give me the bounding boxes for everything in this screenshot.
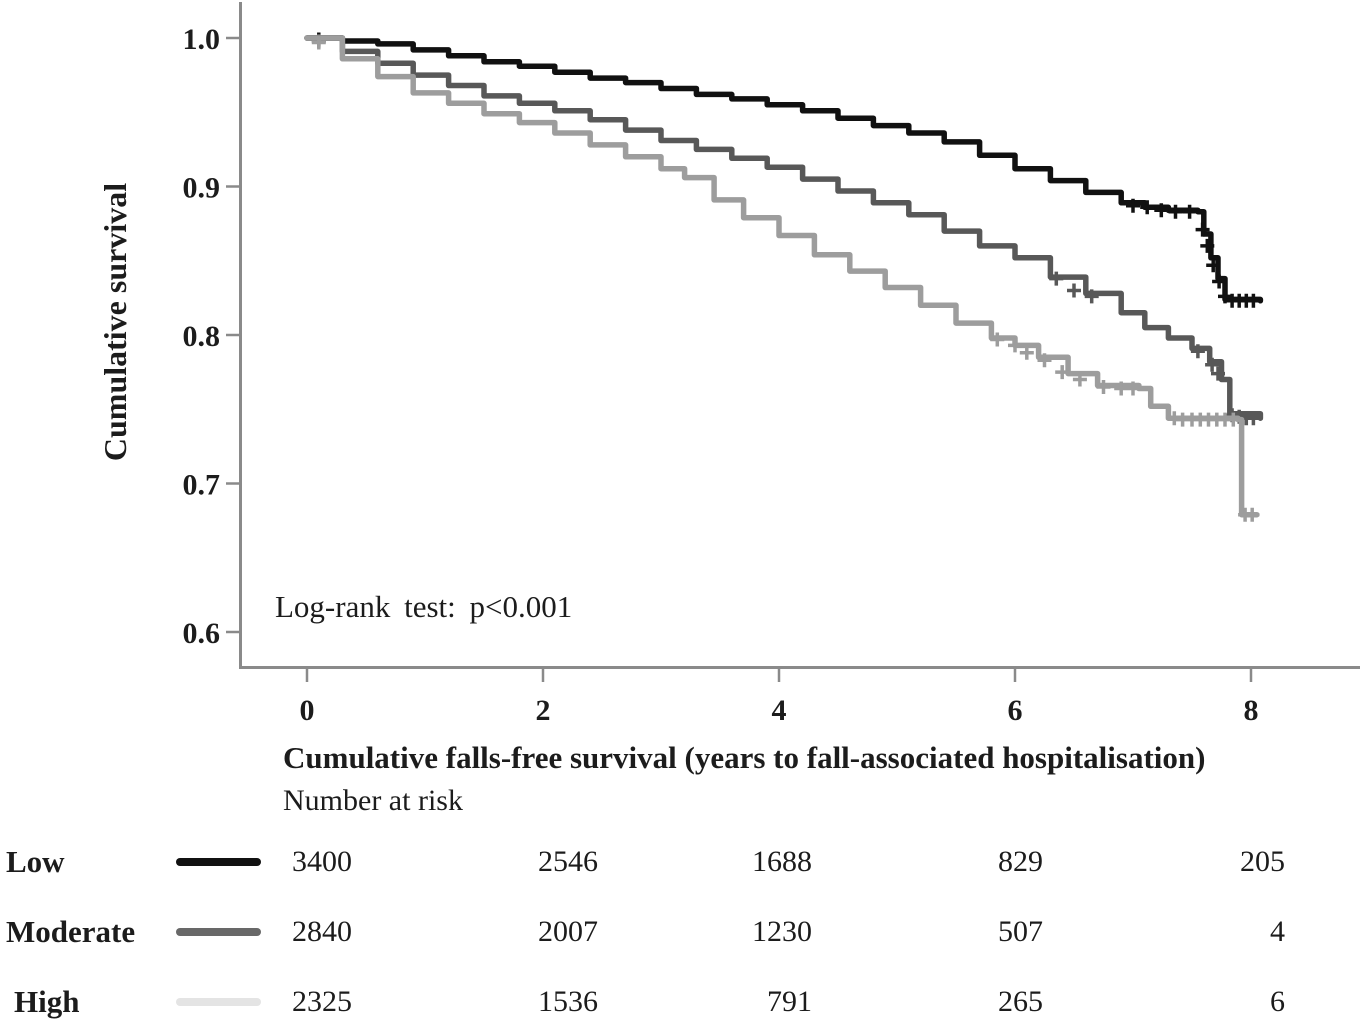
risk-row-moderate: Moderate 2840 2007 1230 507 4 bbox=[0, 912, 1370, 952]
log-rank-annotation: Log-rank test: p<0.001 bbox=[275, 589, 572, 624]
y-axis-ticks bbox=[226, 36, 239, 634]
legend-line-moderate bbox=[176, 928, 261, 936]
risk-row-label: Low bbox=[6, 844, 65, 879]
y-tick-label: 0.7 bbox=[183, 469, 221, 502]
risk-count: 2840 bbox=[292, 915, 352, 948]
legend-line-high bbox=[176, 998, 261, 1006]
series-high-curve bbox=[304, 35, 1260, 518]
risk-count: 205 bbox=[1240, 845, 1285, 878]
legend-line-low bbox=[176, 858, 261, 866]
risk-count: 6 bbox=[1270, 985, 1285, 1018]
x-axis-tick-labels: 0 2 4 6 8 bbox=[300, 694, 1259, 727]
x-tick-label: 8 bbox=[1244, 694, 1259, 727]
risk-row-label: High bbox=[14, 984, 80, 1019]
risk-count: 2546 bbox=[538, 845, 598, 878]
risk-row-label: Moderate bbox=[6, 914, 136, 949]
risk-count: 1230 bbox=[752, 915, 812, 948]
x-axis-ticks bbox=[305, 669, 1253, 682]
risk-count: 2007 bbox=[538, 915, 598, 948]
series-moderate-censor-marks bbox=[311, 34, 1261, 426]
series-high-censor-marks bbox=[311, 35, 1260, 522]
x-axis-title: Cumulative falls-free survival (years to… bbox=[283, 740, 1206, 775]
y-tick-label: 1.0 bbox=[183, 23, 221, 56]
y-tick-label: 0.8 bbox=[183, 320, 221, 353]
y-axis-title: Cumulative survival bbox=[97, 183, 133, 461]
risk-row-low: Low 3400 2546 1688 829 205 bbox=[0, 842, 1370, 882]
x-tick-label: 0 bbox=[300, 694, 315, 727]
y-axis-tick-labels: 1.0 0.9 0.8 0.7 0.6 bbox=[183, 23, 221, 650]
risk-count: 4 bbox=[1270, 915, 1285, 948]
x-tick-label: 2 bbox=[536, 694, 551, 727]
y-tick-label: 0.9 bbox=[183, 172, 221, 205]
series-low-curve bbox=[304, 35, 1264, 304]
risk-count: 829 bbox=[998, 845, 1043, 878]
series-low-censor-marks bbox=[311, 32, 1261, 308]
number-at-risk-header: Number at risk bbox=[283, 784, 463, 817]
survival-plot: 1.0 0.9 0.8 0.7 0.6 0 2 4 6 8 Cumulative… bbox=[97, 2, 1360, 727]
risk-count: 507 bbox=[998, 915, 1043, 948]
x-tick-label: 4 bbox=[772, 694, 787, 727]
risk-count: 1536 bbox=[538, 985, 598, 1018]
x-tick-label: 6 bbox=[1008, 694, 1023, 727]
risk-count: 791 bbox=[767, 985, 812, 1018]
risk-row-high: High 2325 1536 791 265 6 bbox=[0, 982, 1370, 1022]
risk-count: 3400 bbox=[292, 845, 352, 878]
series-moderate-curve bbox=[304, 35, 1264, 421]
risk-count: 1688 bbox=[752, 845, 812, 878]
y-tick-label: 0.6 bbox=[183, 617, 221, 650]
risk-count: 265 bbox=[998, 985, 1043, 1018]
risk-count: 2325 bbox=[292, 985, 352, 1018]
series-layer bbox=[304, 32, 1264, 522]
